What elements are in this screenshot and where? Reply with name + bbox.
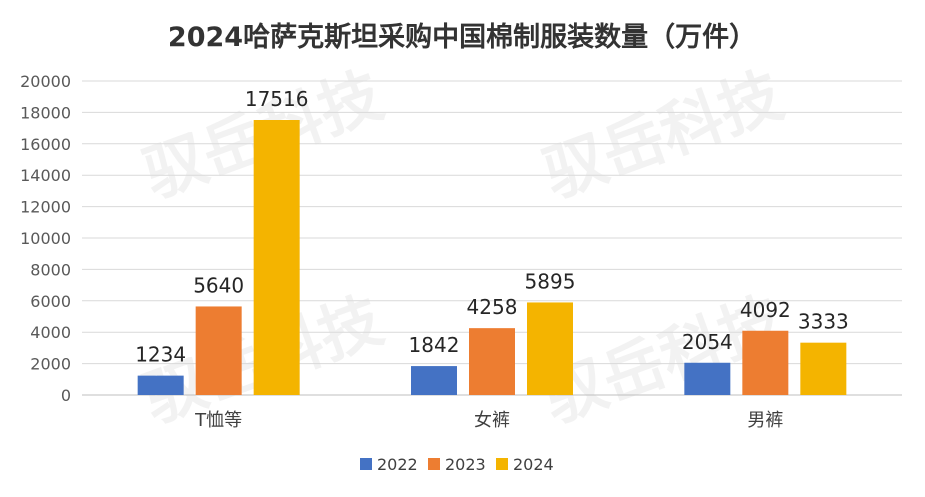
data-label-男裤-2022: 2054 [682,330,733,354]
data-label-女裤-2022: 1842 [409,333,460,357]
legend-swatch-2022 [360,458,372,470]
x-tick-label-0: T恤等 [194,410,242,431]
bar-T恤等-2022 [137,375,184,395]
data-label-T恤等-2024: 17516 [245,87,309,111]
data-label-男裤-2023: 4092 [740,298,791,322]
y-tick-label-20000: 20000 [20,72,71,91]
bar-男裤-2023 [742,330,789,395]
bars [137,119,847,395]
data-label-男裤-2024: 3333 [798,310,849,334]
y-tick-label-16000: 16000 [20,135,71,154]
legend-swatch-2023 [428,458,440,470]
y-tick-label-12000: 12000 [20,198,71,217]
x-axis: T恤等 女裤 男裤 [194,410,783,431]
y-tick-label-14000: 14000 [20,166,71,185]
data-label-女裤-2023: 4258 [467,295,518,319]
y-axis: 0 2000 4000 6000 8000 10000 12000 14000 16000 180… [20,72,71,405]
bar-男裤-2022 [684,362,731,395]
data-label-女裤-2024: 5895 [525,269,576,293]
y-tick-label-8000: 8000 [30,260,71,279]
bar-T恤等-2024 [253,119,300,395]
bar-T恤等-2023 [195,306,242,395]
bar-女裤-2022 [411,366,457,395]
y-tick-label-2000: 2000 [30,355,71,374]
y-tick-label-10000: 10000 [20,229,71,248]
y-tick-label-6000: 6000 [30,292,71,311]
legend-label-2023: 2023 [445,455,486,474]
legend-swatch-2024 [496,458,508,470]
bar-男裤-2024 [800,342,847,395]
data-label-T恤等-2023: 5640 [193,273,244,297]
data-labels: 1234 5640 17516 1842 4258 5895 2054 4092 3333 [135,87,849,367]
x-tick-label-2: 男裤 [747,410,783,431]
y-tick-label-0: 0 [61,386,71,405]
legend-label-2024: 2024 [513,455,554,474]
x-tick-label-1: 女裤 [474,410,510,431]
bar-女裤-2024 [527,302,573,395]
chart-title: 2024哈萨克斯坦采购中国棉制服装数量（万件） [168,21,756,53]
legend-label-2022: 2022 [377,455,418,474]
legend: 2022 2023 2024 [360,455,554,474]
y-tick-label-18000: 18000 [20,103,71,122]
bar-女裤-2023 [469,328,515,395]
y-tick-label-4000: 4000 [30,323,71,342]
data-label-T恤等-2022: 1234 [135,343,186,367]
